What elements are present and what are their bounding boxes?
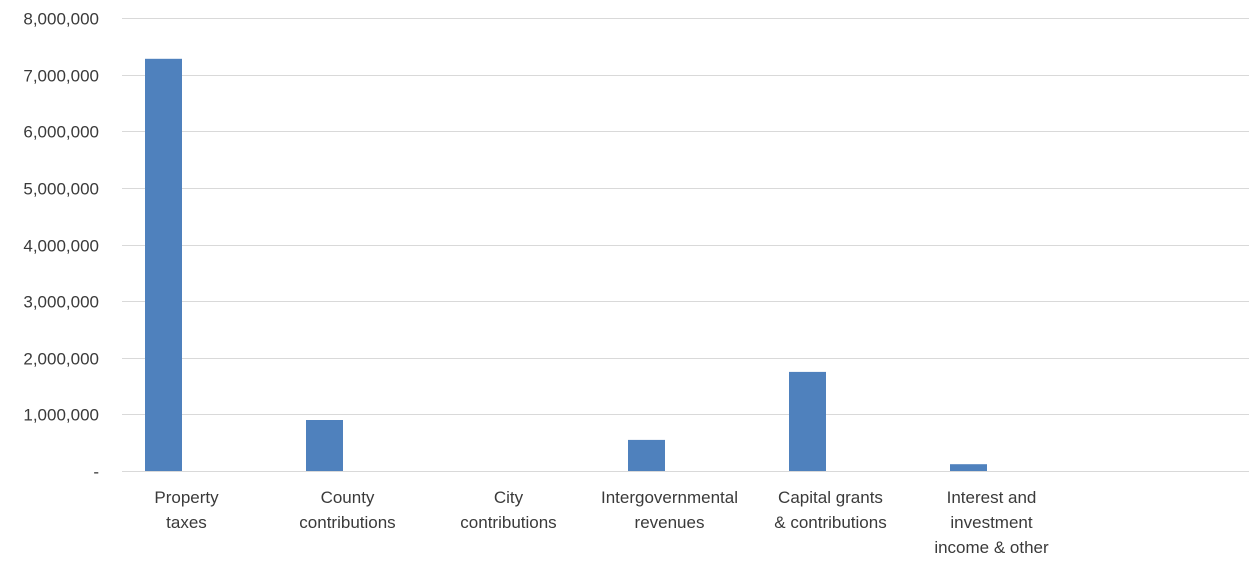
bars — [145, 58, 987, 472]
bar — [306, 420, 343, 471]
y-tick-label: 3,000,000 — [23, 293, 99, 312]
y-tick-label: - — [93, 463, 99, 482]
bar — [950, 464, 987, 471]
y-tick-label: 5,000,000 — [23, 180, 99, 199]
x-category-label: Property taxes — [154, 488, 219, 532]
x-category-label: County contributions — [299, 488, 395, 532]
x-category-label: Interest and investment income & other — [934, 488, 1049, 557]
y-tick-label: 4,000,000 — [23, 237, 99, 256]
y-tick-label: 7,000,000 — [23, 67, 99, 86]
bar — [628, 439, 665, 471]
y-axis-tick-labels: - 1,000,000 2,000,000 3,000,000 4,000,000 5,0… — [23, 10, 99, 482]
y-tick-label: 8,000,000 — [23, 10, 99, 29]
x-category-label: Capital grants & contributions — [774, 488, 886, 532]
x-category-label: Intergovernmental revenues — [601, 488, 738, 532]
y-tick-label: 1,000,000 — [23, 406, 99, 425]
bar — [145, 58, 182, 472]
bar — [789, 371, 826, 471]
y-tick-label: 2,000,000 — [23, 350, 99, 369]
y-tick-label: 6,000,000 — [23, 123, 99, 142]
x-axis-category-labels: Property taxes County contributions City cont… — [154, 488, 1049, 557]
x-category-label: City contributions — [460, 488, 556, 532]
gridlines — [122, 18, 1249, 472]
